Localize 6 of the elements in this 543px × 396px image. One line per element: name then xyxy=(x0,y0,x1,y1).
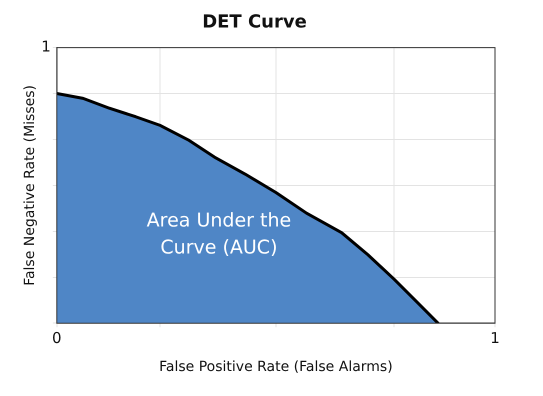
x-tick-label: 0 xyxy=(52,329,62,348)
annotation: Area Under the Curve (AUC) xyxy=(146,209,292,258)
y-axis-title: False Negative Rate (Misses) xyxy=(22,84,38,286)
x-axis-title: False Positive Rate (False Alarms) xyxy=(159,359,393,376)
chart-title: DET Curve xyxy=(202,11,307,32)
text: 1 xyxy=(41,37,51,56)
